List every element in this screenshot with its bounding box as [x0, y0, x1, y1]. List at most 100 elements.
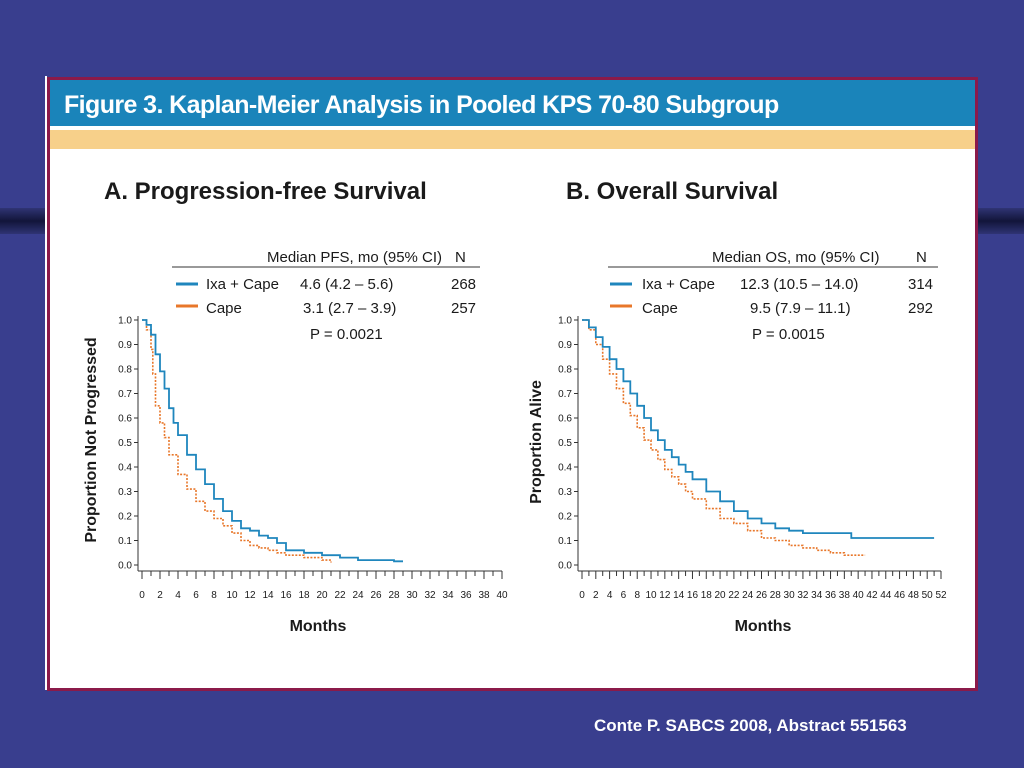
os-p-value: P = 0.0015: [752, 326, 825, 343]
pfs-x-tick-label: 14: [262, 590, 274, 601]
pfs-y-tick-label: 0.0: [118, 561, 132, 572]
pfs-x-tick-label: 6: [193, 590, 199, 601]
os-x-tick-label: 50: [922, 590, 934, 601]
pfs-y-tick-label: 0.3: [118, 487, 132, 498]
pfs-legend-n-ixa: 268: [451, 276, 476, 293]
pfs-legend-name-ixa: Ixa + Cape: [206, 276, 279, 293]
pfs-x-tick-label: 36: [460, 590, 472, 601]
os-panel: B. Overall Survival Median OS, mo (95% C…: [528, 178, 947, 635]
os-legend-median-cape: 9.5 (7.9 – 11.1): [750, 300, 851, 317]
os-x-tick-label: 32: [797, 590, 809, 601]
pfs-y-tick-label: 0.8: [118, 365, 132, 376]
os-legend-name-ixa: Ixa + Cape: [642, 276, 715, 293]
os-x-tick-label: 30: [784, 590, 796, 601]
slide-divider-line: [45, 76, 47, 690]
os-legend-header-n: N: [916, 249, 927, 266]
pfs-x-tick-label: 30: [406, 590, 418, 601]
pfs-curve-cape: [142, 319, 332, 563]
os-x-tick-label: 4: [607, 590, 613, 601]
os-x-tick-label: 24: [742, 590, 754, 601]
os-x-tick-label: 12: [659, 590, 671, 601]
os-x-tick-label: 22: [728, 590, 740, 601]
os-x-axis-label: Months: [735, 618, 792, 635]
pfs-x-tick-label: 16: [280, 590, 292, 601]
pfs-x-tick-label: 8: [211, 590, 217, 601]
os-x-tick-label: 8: [634, 590, 640, 601]
os-x-tick-label: 36: [825, 590, 837, 601]
citation-footer: Conte P. SABCS 2008, Abstract 551563: [594, 716, 907, 735]
os-y-tick-label: 0.3: [558, 487, 572, 498]
os-curve-cape: [582, 319, 866, 556]
pfs-legend-header-n: N: [455, 249, 466, 266]
pfs-panel: A. Progression-free Survival Median PFS,…: [83, 178, 508, 635]
os-y-tick-label: 0.1: [558, 536, 572, 547]
os-x-tick-label: 44: [880, 590, 892, 601]
os-x-tick-label: 28: [770, 590, 782, 601]
pfs-legend-name-cape: Cape: [206, 300, 242, 317]
os-legend-name-cape: Cape: [642, 300, 678, 317]
os-x-tick-label: 34: [811, 590, 823, 601]
os-x-tick-label: 18: [701, 590, 713, 601]
pfs-legend-median-cape: 3.1 (2.7 – 3.9): [303, 300, 396, 317]
pfs-x-tick-label: 12: [244, 590, 256, 601]
figure-title: Figure 3. Kaplan-Meier Analysis in Poole…: [64, 91, 779, 119]
os-x-tick-label: 52: [935, 590, 947, 601]
os-x-tick-label: 10: [645, 590, 657, 601]
pfs-x-axis-label: Months: [290, 618, 347, 635]
pfs-y-tick-label: 0.4: [118, 463, 132, 474]
pfs-x-tick-label: 24: [352, 590, 364, 601]
pfs-x-tick-label: 38: [478, 590, 490, 601]
left-decor-band: [0, 208, 48, 234]
pfs-x-tick-label: 34: [442, 590, 454, 601]
os-legend-header-measure: Median OS, mo (95% CI): [712, 249, 880, 266]
right-decor-band: [978, 208, 1024, 234]
os-x-tick-label: 6: [621, 590, 627, 601]
pfs-y-tick-label: 0.7: [118, 389, 132, 400]
os-y-tick-label: 0.8: [558, 365, 572, 376]
pfs-p-value: P = 0.0021: [310, 326, 383, 343]
os-x-tick-label: 40: [853, 590, 865, 601]
os-y-tick-label: 0.7: [558, 389, 572, 400]
pfs-legend-n-cape: 257: [451, 300, 476, 317]
os-x-tick-label: 38: [839, 590, 851, 601]
pfs-y-tick-label: 0.9: [118, 340, 132, 351]
pfs-curve-ixa-cape: [142, 319, 403, 563]
os-x-tick-label: 14: [673, 590, 685, 601]
os-y-tick-label: 1.0: [558, 316, 572, 327]
os-y-tick-label: 0.2: [558, 512, 572, 523]
os-y-tick-label: 0.4: [558, 463, 572, 474]
os-legend-n-ixa: 314: [908, 276, 933, 293]
pfs-x-tick-label: 32: [424, 590, 436, 601]
os-legend-n-cape: 292: [908, 300, 933, 317]
pfs-x-tick-label: 2: [157, 590, 163, 601]
header-stripe: [50, 130, 975, 149]
pfs-y-tick-label: 0.6: [118, 414, 132, 425]
pfs-x-tick-label: 10: [226, 590, 238, 601]
pfs-x-tick-label: 26: [370, 590, 382, 601]
figure-panel: Figure 3. Kaplan-Meier Analysis in Poole…: [47, 77, 978, 691]
os-y-tick-label: 0.0: [558, 561, 572, 572]
os-curve-ixa-cape: [582, 319, 935, 539]
os-x-tick-label: 16: [687, 590, 699, 601]
pfs-panel-title: A. Progression-free Survival: [104, 178, 427, 205]
pfs-x-tick-label: 28: [388, 590, 400, 601]
os-y-tick-label: 0.6: [558, 414, 572, 425]
pfs-x-tick-label: 4: [175, 590, 181, 601]
pfs-y-tick-label: 0.2: [118, 512, 132, 523]
os-x-tick-label: 42: [866, 590, 878, 601]
os-x-tick-label: 48: [908, 590, 920, 601]
pfs-x-tick-label: 0: [139, 590, 145, 601]
pfs-y-tick-label: 1.0: [118, 316, 132, 327]
pfs-y-axis-label: Proportion Not Progressed: [83, 337, 100, 542]
os-x-tick-label: 20: [715, 590, 727, 601]
pfs-x-tick-label: 20: [316, 590, 328, 601]
pfs-legend-header-measure: Median PFS, mo (95% CI): [267, 249, 442, 266]
os-x-tick-label: 46: [894, 590, 906, 601]
figure-header: Figure 3. Kaplan-Meier Analysis in Poole…: [50, 80, 975, 126]
os-y-tick-label: 0.9: [558, 340, 572, 351]
os-x-tick-label: 2: [593, 590, 599, 601]
pfs-y-tick-label: 0.5: [118, 438, 132, 449]
pfs-legend-median-ixa: 4.6 (4.2 – 5.6): [300, 276, 393, 293]
pfs-x-tick-label: 22: [334, 590, 346, 601]
